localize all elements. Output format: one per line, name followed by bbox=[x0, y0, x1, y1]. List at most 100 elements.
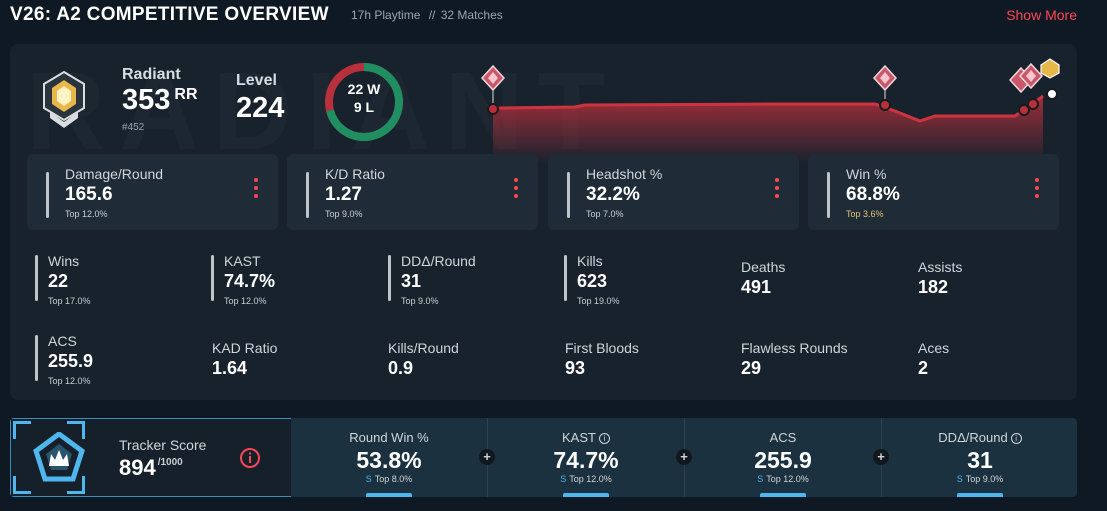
card-value: 32.2% bbox=[586, 184, 640, 205]
rank-history-graph bbox=[480, 58, 1060, 164]
info-icon[interactable]: i bbox=[598, 433, 610, 444]
card-percentile: Top 3.6% bbox=[846, 209, 884, 219]
score: 894 bbox=[119, 455, 156, 480]
stat-percentile: Top 12.0% bbox=[48, 376, 91, 386]
plus-icon[interactable]: + bbox=[873, 449, 889, 465]
more-options-icon[interactable] bbox=[773, 178, 781, 206]
stat-label: Kills bbox=[577, 253, 603, 269]
stat-accent-bar bbox=[211, 255, 214, 301]
tracker-stat-label: KAST i bbox=[488, 430, 684, 445]
stat-value: 255.9 bbox=[48, 351, 94, 371]
stat-value: 22 bbox=[48, 271, 69, 291]
stat-value: 93 bbox=[565, 358, 586, 378]
stat-card-damage-round: Damage/Round 165.6 Top 12.0% bbox=[27, 154, 278, 230]
stat-percentile: Top 9.0% bbox=[401, 296, 439, 306]
tracker-stat-label: Round Win % bbox=[349, 430, 429, 445]
percentile-text: Top 8.0% bbox=[374, 474, 413, 484]
plus-icon[interactable]: + bbox=[676, 449, 692, 465]
grade-badge: S bbox=[956, 474, 963, 484]
percentile-text: Top 12.0% bbox=[569, 474, 612, 484]
stat-wins: Wins 22 Top 17.0% bbox=[35, 249, 195, 309]
card-percentile: Top 12.0% bbox=[65, 209, 108, 219]
grade-badge: S bbox=[560, 474, 567, 484]
stat-value: 31 bbox=[401, 271, 422, 291]
card-accent-bar bbox=[46, 172, 49, 218]
stat-accent-bar bbox=[35, 335, 38, 381]
stat-label: Aces bbox=[918, 340, 950, 356]
plus-icon[interactable]: + bbox=[479, 449, 495, 465]
stat-dd-delta-round: DDΔ/Round 31 Top 9.0% bbox=[388, 249, 548, 309]
tracker-stat-round-win: Round Win % 53.8% S Top 8.0% bbox=[291, 418, 487, 497]
card-percentile: Top 7.0% bbox=[586, 209, 624, 219]
card-label: Win % bbox=[846, 166, 887, 182]
tracker-score-panel: Tracker Score 894/1000 bbox=[10, 418, 291, 497]
playtime: 17h Playtime bbox=[351, 8, 421, 22]
card-value: 1.27 bbox=[325, 184, 362, 205]
info-icon[interactable]: i bbox=[1010, 433, 1022, 444]
tracker-stat-label: ACS bbox=[769, 430, 797, 445]
card-percentile: Top 9.0% bbox=[325, 209, 363, 219]
grade-badge: S bbox=[365, 474, 372, 484]
tracker-stat-percentile: S Top 9.0% bbox=[882, 474, 1077, 484]
stat-value: 1.64 bbox=[212, 358, 248, 378]
stat-kills-round: Kills/Round 0.9 bbox=[388, 336, 548, 396]
level-label: Level bbox=[236, 72, 277, 89]
stat-card-win-pct: Win % 68.8% Top 3.6% bbox=[808, 154, 1059, 230]
win-arc bbox=[325, 63, 403, 141]
stat-value: 0.9 bbox=[388, 358, 414, 378]
radiant-rank-icon bbox=[43, 70, 85, 128]
stat-accent-bar bbox=[35, 255, 38, 301]
graph-rank-icon bbox=[480, 64, 506, 92]
stat-label: KAST bbox=[224, 253, 261, 269]
wins-count: 22 W bbox=[347, 81, 381, 97]
tracker-stat-percentile: S Top 12.0% bbox=[488, 474, 684, 484]
frame-corner bbox=[13, 476, 31, 494]
losses-count: 9 L bbox=[353, 99, 375, 115]
stat-label: Kills/Round bbox=[388, 340, 459, 356]
tracker-stat-underline bbox=[760, 493, 806, 497]
stat-value: 491 bbox=[741, 277, 772, 297]
tracker-stat-value: 31 bbox=[967, 447, 993, 473]
stat-accent-bar bbox=[388, 255, 391, 301]
stat-assists: Assists 182 bbox=[918, 255, 1077, 315]
stat-card-headshot: Headshot % 32.2% Top 7.0% bbox=[548, 154, 799, 230]
level-value: 224 bbox=[236, 92, 285, 124]
percentile-text: Top 12.0% bbox=[766, 474, 809, 484]
tracker-stat-underline bbox=[957, 493, 1003, 497]
tracker-stat-dd-delta: DDΔ/Round i 31 S Top 9.0% bbox=[882, 418, 1077, 497]
stat-flawless-rounds: Flawless Rounds 29 bbox=[741, 336, 901, 396]
rr-unit: RR bbox=[174, 86, 198, 103]
graph-point bbox=[1027, 98, 1039, 110]
score-max: /1000 bbox=[157, 457, 183, 468]
tracker-score-value: 894/1000 bbox=[119, 455, 183, 481]
stat-label: KAD Ratio bbox=[212, 340, 278, 356]
stat-value: 182 bbox=[918, 277, 949, 297]
frame-corner bbox=[67, 421, 85, 439]
card-value: 165.6 bbox=[65, 184, 113, 205]
tracker-stat-percentile: S Top 12.0% bbox=[685, 474, 881, 484]
tracker-stat-acs: ACS 255.9 S Top 12.0% bbox=[685, 418, 881, 497]
more-options-icon[interactable] bbox=[512, 178, 520, 206]
tracker-score-label: Tracker Score bbox=[119, 437, 207, 453]
stat-label: Flawless Rounds bbox=[741, 340, 848, 356]
page-title: V26: A2 COMPETITIVE OVERVIEW bbox=[10, 4, 329, 25]
stat-deaths: Deaths 491 bbox=[741, 255, 901, 315]
info-icon[interactable] bbox=[239, 447, 261, 469]
label-text: KAST bbox=[562, 430, 596, 445]
graph-radiant-icon bbox=[1040, 58, 1060, 79]
stat-aces: Aces 2 bbox=[918, 336, 1077, 396]
frame-corner bbox=[67, 476, 85, 494]
stat-label: Wins bbox=[48, 253, 80, 269]
card-label: Damage/Round bbox=[65, 166, 164, 182]
graph-point bbox=[879, 99, 891, 111]
more-options-icon[interactable] bbox=[1033, 178, 1041, 206]
more-options-icon[interactable] bbox=[252, 178, 260, 206]
stat-label: Deaths bbox=[741, 259, 786, 275]
show-more-link[interactable]: Show More bbox=[1006, 7, 1077, 23]
stat-first-bloods: First Bloods 93 bbox=[565, 336, 725, 396]
match-count: 32 Matches bbox=[440, 8, 503, 22]
tracker-stat-percentile: S Top 8.0% bbox=[291, 474, 487, 484]
win-loss-ring bbox=[325, 63, 403, 141]
card-accent-bar bbox=[827, 172, 830, 218]
card-value: 68.8% bbox=[846, 184, 900, 205]
